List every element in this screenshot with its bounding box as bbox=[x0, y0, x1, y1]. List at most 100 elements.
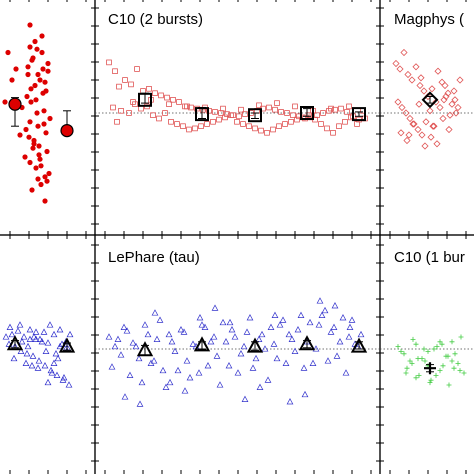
data-point bbox=[290, 112, 296, 119]
data-point bbox=[184, 103, 190, 110]
data-point bbox=[26, 326, 34, 333]
data-point bbox=[32, 38, 38, 45]
data-point bbox=[40, 90, 46, 96]
data-point bbox=[45, 68, 51, 74]
data-point bbox=[429, 122, 437, 130]
data-point bbox=[342, 119, 348, 125]
binned-point bbox=[350, 337, 368, 353]
data-point bbox=[228, 112, 234, 119]
data-point bbox=[258, 127, 264, 134]
data-point bbox=[279, 316, 287, 323]
data-point bbox=[23, 350, 31, 357]
data-point bbox=[404, 365, 410, 371]
data-point bbox=[39, 49, 45, 56]
data-point bbox=[17, 347, 25, 354]
data-point bbox=[168, 338, 176, 345]
data-point bbox=[18, 338, 26, 345]
data-point bbox=[204, 362, 212, 369]
data-point bbox=[328, 105, 334, 112]
data-point bbox=[2, 99, 8, 105]
data-point bbox=[35, 71, 41, 78]
data-point bbox=[422, 358, 428, 364]
data-point bbox=[41, 108, 47, 114]
data-point bbox=[171, 347, 179, 354]
data-point bbox=[166, 378, 174, 386]
data-point bbox=[417, 74, 425, 82]
data-point bbox=[130, 99, 136, 105]
data-point bbox=[219, 318, 227, 326]
data-point bbox=[25, 64, 31, 70]
data-point bbox=[397, 129, 405, 137]
series-top-right bbox=[392, 48, 464, 150]
data-point bbox=[32, 82, 38, 89]
data-point bbox=[150, 357, 158, 364]
data-point bbox=[422, 118, 430, 126]
data-point bbox=[439, 114, 447, 123]
data-point bbox=[159, 366, 167, 374]
data-point bbox=[45, 60, 51, 67]
data-point bbox=[315, 321, 323, 328]
data-point bbox=[120, 323, 128, 330]
data-point bbox=[338, 105, 344, 112]
data-point bbox=[198, 321, 206, 328]
data-point bbox=[170, 97, 176, 103]
data-point bbox=[330, 129, 336, 136]
data-point bbox=[211, 304, 219, 311]
data-point bbox=[29, 352, 37, 359]
data-point bbox=[225, 362, 233, 369]
data-point bbox=[34, 46, 40, 52]
data-point bbox=[396, 65, 404, 73]
data-point bbox=[13, 66, 19, 72]
data-point bbox=[394, 98, 402, 106]
data-point bbox=[153, 335, 161, 342]
data-point bbox=[431, 346, 437, 352]
data-point bbox=[410, 120, 418, 128]
data-point bbox=[282, 359, 290, 366]
data-point bbox=[28, 99, 34, 105]
data-point bbox=[216, 116, 222, 123]
data-point bbox=[174, 121, 180, 127]
data-point bbox=[285, 330, 293, 338]
series-top-left bbox=[2, 22, 74, 204]
data-point bbox=[33, 97, 39, 103]
data-point bbox=[156, 316, 164, 323]
data-point bbox=[461, 370, 467, 376]
title-bottom-middle: LePhare (tau) bbox=[108, 249, 200, 266]
data-point bbox=[122, 77, 128, 83]
data-point bbox=[198, 123, 204, 130]
data-point bbox=[306, 318, 314, 326]
data-point bbox=[346, 323, 354, 330]
data-point bbox=[114, 335, 122, 342]
data-point bbox=[30, 333, 38, 340]
data-point bbox=[121, 393, 129, 400]
data-point bbox=[288, 335, 296, 342]
data-point bbox=[42, 198, 48, 204]
data-point bbox=[234, 119, 240, 125]
data-point bbox=[246, 314, 254, 321]
data-point bbox=[414, 125, 422, 134]
data-point bbox=[29, 187, 35, 193]
data-point bbox=[37, 77, 43, 83]
data-point bbox=[436, 103, 444, 112]
data-point bbox=[36, 143, 42, 149]
data-point bbox=[405, 131, 413, 139]
data-point bbox=[50, 359, 58, 366]
data-point bbox=[415, 100, 423, 108]
data-point bbox=[261, 345, 269, 352]
data-point bbox=[40, 66, 46, 72]
binned-point bbox=[421, 91, 439, 109]
data-point bbox=[273, 354, 281, 362]
data-point bbox=[428, 377, 434, 383]
data-point bbox=[445, 353, 451, 359]
data-point bbox=[258, 330, 266, 338]
data-point bbox=[413, 375, 419, 381]
data-point bbox=[398, 103, 406, 112]
title-top-right: Magphys ( bbox=[394, 11, 464, 28]
data-point bbox=[456, 76, 464, 84]
data-point bbox=[264, 129, 270, 136]
data-point bbox=[267, 323, 275, 330]
data-point bbox=[27, 22, 33, 28]
data-point bbox=[450, 87, 458, 95]
data-point bbox=[452, 109, 460, 117]
